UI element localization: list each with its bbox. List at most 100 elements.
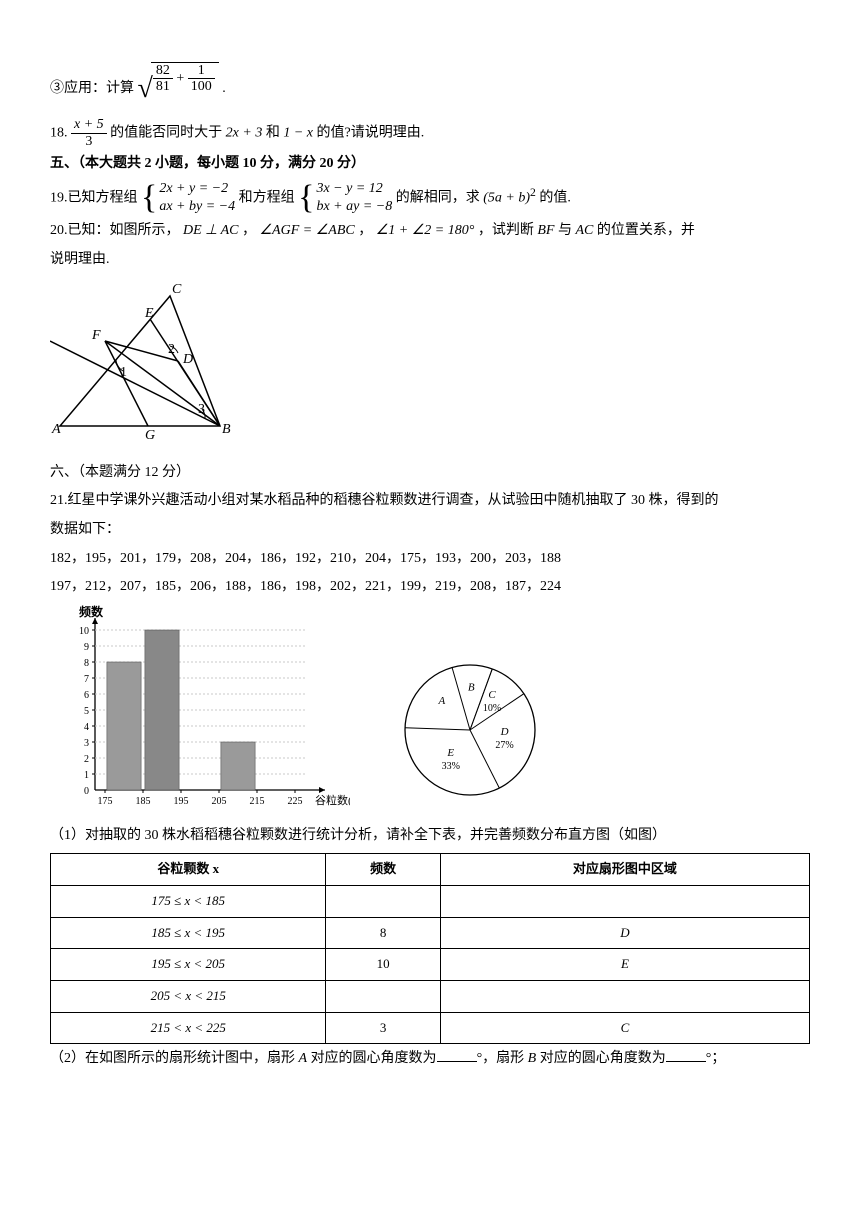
q21-data1: 182，195，201，179，208，204，186，192，210，204，…: [50, 546, 810, 573]
expr: AC: [575, 223, 593, 238]
text: 和: [266, 126, 280, 141]
frac-num: 82: [153, 63, 173, 79]
angle-1: 1: [120, 365, 127, 380]
table-row: 185 ≤ x < 1958D: [51, 917, 810, 949]
svg-text:3: 3: [84, 738, 89, 749]
q20-line1: 20.已知：如图所示， DE ⊥ AC ， ∠AGF = ∠ABC ， ∠1 +…: [50, 218, 810, 245]
expr: 1 − x: [283, 126, 313, 141]
expr: (5a + b): [483, 190, 530, 205]
frac-den: 100: [188, 79, 215, 94]
svg-text:215: 215: [250, 796, 265, 807]
table-row: 215 < x < 2253C: [51, 1012, 810, 1044]
svg-text:E: E: [446, 747, 454, 759]
frequency-table: 谷粒颗数 x 频数 对应扇形图中区域 175 ≤ x < 185185 ≤ x …: [50, 853, 810, 1044]
q20-line2: 说明理由.: [50, 247, 810, 274]
text: 和方程组: [239, 190, 295, 205]
text: 与: [558, 223, 576, 238]
q17-suffix: .: [222, 81, 226, 96]
text: ，试判断: [478, 223, 538, 238]
cell-freq: [326, 981, 440, 1013]
expr: 2x + 3: [226, 126, 263, 141]
expr: BF: [537, 223, 554, 238]
svg-text:A: A: [437, 695, 445, 707]
pie-chart: C10%D27%E33%AB: [380, 645, 560, 815]
svg-text:175: 175: [98, 796, 113, 807]
charts-row: 12345678910175185195205215225频数谷粒数(颗)0 C…: [50, 605, 810, 815]
svg-text:9: 9: [84, 642, 89, 653]
angle-2: 2: [168, 342, 175, 357]
table-row: 175 ≤ x < 185: [51, 885, 810, 917]
text: 对应的圆心角度数为: [307, 1051, 437, 1066]
system2: { 3x − y = 12 bx + ay = −8: [298, 180, 392, 216]
q21-sub2: （2）在如图所示的扇形统计图中，扇形 A 对应的圆心角度数为°，扇形 B 对应的…: [50, 1046, 810, 1073]
angle-3: 3: [198, 402, 205, 417]
section6-heading: 六、（本题满分 12 分）: [50, 460, 810, 487]
comma: ，: [242, 223, 256, 238]
svg-text:5: 5: [84, 706, 89, 717]
frac-den: 3: [71, 134, 107, 149]
cell-range: 175 ≤ x < 185: [51, 885, 326, 917]
label-A: A: [51, 422, 61, 437]
svg-text:33%: 33%: [442, 761, 460, 772]
cell-region: C: [440, 1012, 809, 1044]
eq: 2x + y = −2: [159, 180, 235, 198]
cell-freq: [326, 885, 440, 917]
table-row: 205 < x < 215: [51, 981, 810, 1013]
q19-label: 19.已知方程组: [50, 190, 138, 205]
svg-text:10%: 10%: [483, 703, 501, 714]
cell-range: 195 ≤ x < 205: [51, 949, 326, 981]
cell-freq: 10: [326, 949, 440, 981]
q18-line: 18. x + 5 3 的值能否同时大于 2x + 3 和 1 − x 的值?请…: [50, 117, 810, 149]
svg-text:27%: 27%: [495, 740, 513, 751]
th-range: 谷粒颗数 x: [51, 854, 326, 886]
q19-line: 19.已知方程组 { 2x + y = −2 ax + by = −4 和方程组…: [50, 180, 810, 216]
svg-text:205: 205: [212, 796, 227, 807]
svg-text:4: 4: [84, 722, 89, 733]
text: °；: [706, 1051, 726, 1066]
text: （2）在如图所示的扇形统计图中，扇形: [50, 1051, 299, 1066]
text: 的值能否同时大于: [110, 126, 222, 141]
triangle-figure: A B C D E F G 1 2 3: [50, 281, 250, 441]
cell-freq: 8: [326, 917, 440, 949]
expr: ∠1 + ∠2 = 180°: [376, 223, 475, 238]
svg-text:7: 7: [84, 674, 89, 685]
table-row: 195 ≤ x < 20510E: [51, 949, 810, 981]
label-B: B: [222, 422, 231, 437]
eq: ax + by = −4: [159, 198, 235, 216]
text: °，扇形: [477, 1051, 528, 1066]
q20-label: 20.已知：如图所示，: [50, 223, 180, 238]
label-C: C: [172, 282, 182, 297]
th-freq: 频数: [326, 854, 440, 886]
label-F: F: [91, 328, 101, 343]
svg-text:185: 185: [136, 796, 151, 807]
svg-text:195: 195: [174, 796, 189, 807]
cell-range: 205 < x < 215: [51, 981, 326, 1013]
system1: { 2x + y = −2 ax + by = −4: [141, 180, 235, 216]
cell-region: [440, 885, 809, 917]
expr: DE ⊥ AC: [183, 223, 239, 238]
frac-num: x + 5: [71, 117, 107, 133]
eq: bx + ay = −8: [316, 198, 392, 216]
histogram: 12345678910175185195205215225频数谷粒数(颗)0: [50, 605, 350, 815]
section5-heading: 五、（本大题共 2 小题，每小题 10 分，满分 20 分）: [50, 151, 810, 178]
th-region: 对应扇形图中区域: [440, 854, 809, 886]
label-A: A: [299, 1051, 308, 1066]
blank-A[interactable]: [437, 1047, 477, 1062]
cell-region: E: [440, 949, 809, 981]
svg-text:8: 8: [84, 658, 89, 669]
blank-B[interactable]: [666, 1047, 706, 1062]
text: 的解相同，求: [396, 190, 480, 205]
expr: ∠AGF = ∠ABC: [260, 223, 355, 238]
q17-line: ③应用：计算 √ 8281 + 1100 .: [50, 62, 810, 115]
svg-text:0: 0: [84, 786, 89, 797]
sup: 2: [530, 185, 536, 198]
label-D: D: [182, 352, 193, 367]
frac-den: 81: [153, 79, 173, 94]
cell-region: D: [440, 917, 809, 949]
svg-text:D: D: [500, 726, 509, 738]
cell-range: 215 < x < 225: [51, 1012, 326, 1044]
svg-text:1: 1: [84, 770, 89, 781]
svg-text:225: 225: [288, 796, 303, 807]
svg-text:谷粒数(颗): 谷粒数(颗): [315, 793, 350, 807]
frac-num: 1: [188, 63, 215, 79]
